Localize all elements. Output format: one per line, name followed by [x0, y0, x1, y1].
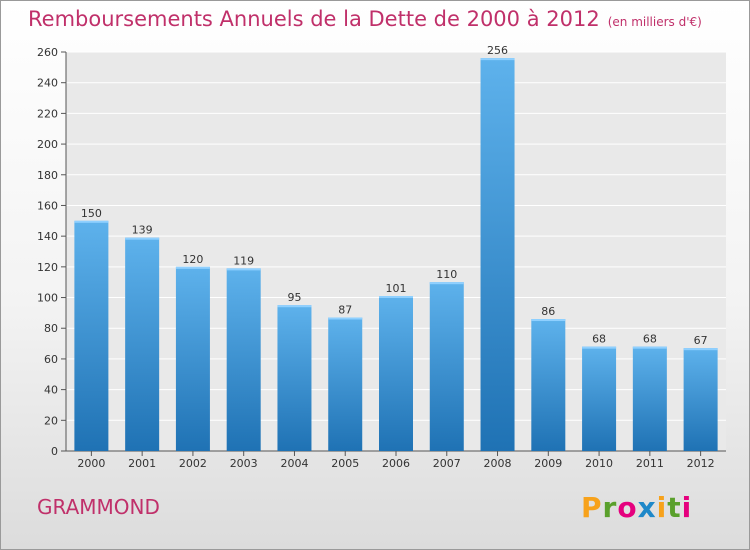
y-tick-label: 260 — [37, 46, 58, 59]
bar — [531, 319, 566, 451]
y-tick-label: 140 — [37, 230, 58, 243]
y-tick-label: 100 — [37, 292, 58, 305]
logo-letter: i — [681, 491, 693, 524]
data-label: 87 — [338, 303, 352, 316]
x-tick-label: 2008 — [484, 457, 512, 470]
bar-highlight — [277, 305, 312, 308]
data-label: 86 — [541, 305, 555, 318]
logo-letter: o — [617, 491, 638, 524]
data-label: 110 — [436, 268, 457, 281]
bar — [379, 296, 413, 451]
bar — [226, 268, 261, 451]
y-tick-label: 180 — [37, 169, 58, 182]
bar — [125, 237, 160, 451]
x-tick-label: 2001 — [128, 457, 156, 470]
data-label: 68 — [592, 333, 606, 346]
data-label: 95 — [287, 291, 301, 304]
x-tick-label: 2004 — [280, 457, 308, 470]
proxiti-logo[interactable]: Proxiti — [581, 491, 692, 524]
data-label: 256 — [487, 44, 508, 57]
y-tick-label: 20 — [44, 414, 58, 427]
x-tick-label: 2007 — [433, 457, 461, 470]
data-label: 120 — [182, 253, 203, 266]
bar-highlight — [683, 348, 718, 351]
logo-letter: x — [637, 491, 657, 524]
chart-title-text: Remboursements Annuels de la Dette de 20… — [28, 7, 600, 31]
x-tick-label: 2002 — [179, 457, 207, 470]
x-tick-label: 2006 — [382, 457, 410, 470]
y-tick-label: 200 — [37, 138, 58, 151]
data-label: 67 — [694, 334, 708, 347]
data-label: 68 — [643, 333, 657, 346]
bar-highlight — [480, 58, 515, 61]
location-name: GRAMMOND — [37, 495, 160, 519]
bar-highlight — [429, 282, 464, 285]
bar-highlight — [582, 346, 617, 349]
y-tick-label: 220 — [37, 107, 58, 120]
bar-highlight — [531, 319, 566, 322]
y-tick-label: 120 — [37, 261, 58, 274]
bar — [683, 348, 718, 451]
bar — [277, 305, 312, 451]
bar — [74, 220, 109, 451]
chart-title: Remboursements Annuels de la Dette de 20… — [28, 7, 702, 31]
x-tick-label: 2010 — [585, 457, 613, 470]
logo-letter: t — [667, 491, 682, 524]
data-label: 150 — [81, 207, 102, 220]
bar-highlight — [226, 268, 261, 271]
y-tick-label: 60 — [44, 353, 58, 366]
y-tick-label: 80 — [44, 322, 58, 335]
x-tick-label: 2011 — [636, 457, 664, 470]
y-tick-label: 0 — [51, 445, 58, 458]
x-tick-label: 2003 — [230, 457, 258, 470]
logo-letter: r — [602, 491, 618, 524]
bar-highlight — [74, 220, 109, 223]
x-tick-label: 2009 — [534, 457, 562, 470]
bar — [480, 58, 515, 452]
bar-highlight — [632, 346, 667, 349]
bar — [582, 346, 617, 451]
bar-highlight — [379, 296, 413, 299]
bar — [429, 282, 464, 451]
bar — [632, 346, 667, 451]
x-tick-label: 2000 — [77, 457, 105, 470]
y-tick-label: 160 — [37, 199, 58, 212]
bar-highlight — [328, 317, 363, 320]
data-label: 139 — [132, 224, 153, 237]
bar — [175, 266, 210, 451]
bar — [328, 317, 363, 451]
data-label: 101 — [386, 282, 407, 295]
y-tick-label: 40 — [44, 384, 58, 397]
logo-letter: P — [581, 491, 603, 524]
data-label: 119 — [233, 254, 254, 267]
chart-subtitle: (en milliers d'€) — [607, 15, 702, 29]
x-tick-label: 2012 — [687, 457, 715, 470]
bar-highlight — [175, 266, 210, 269]
logo-letter: i — [656, 491, 668, 524]
x-tick-label: 2005 — [331, 457, 359, 470]
y-tick-label: 240 — [37, 77, 58, 90]
bar-highlight — [125, 237, 160, 240]
